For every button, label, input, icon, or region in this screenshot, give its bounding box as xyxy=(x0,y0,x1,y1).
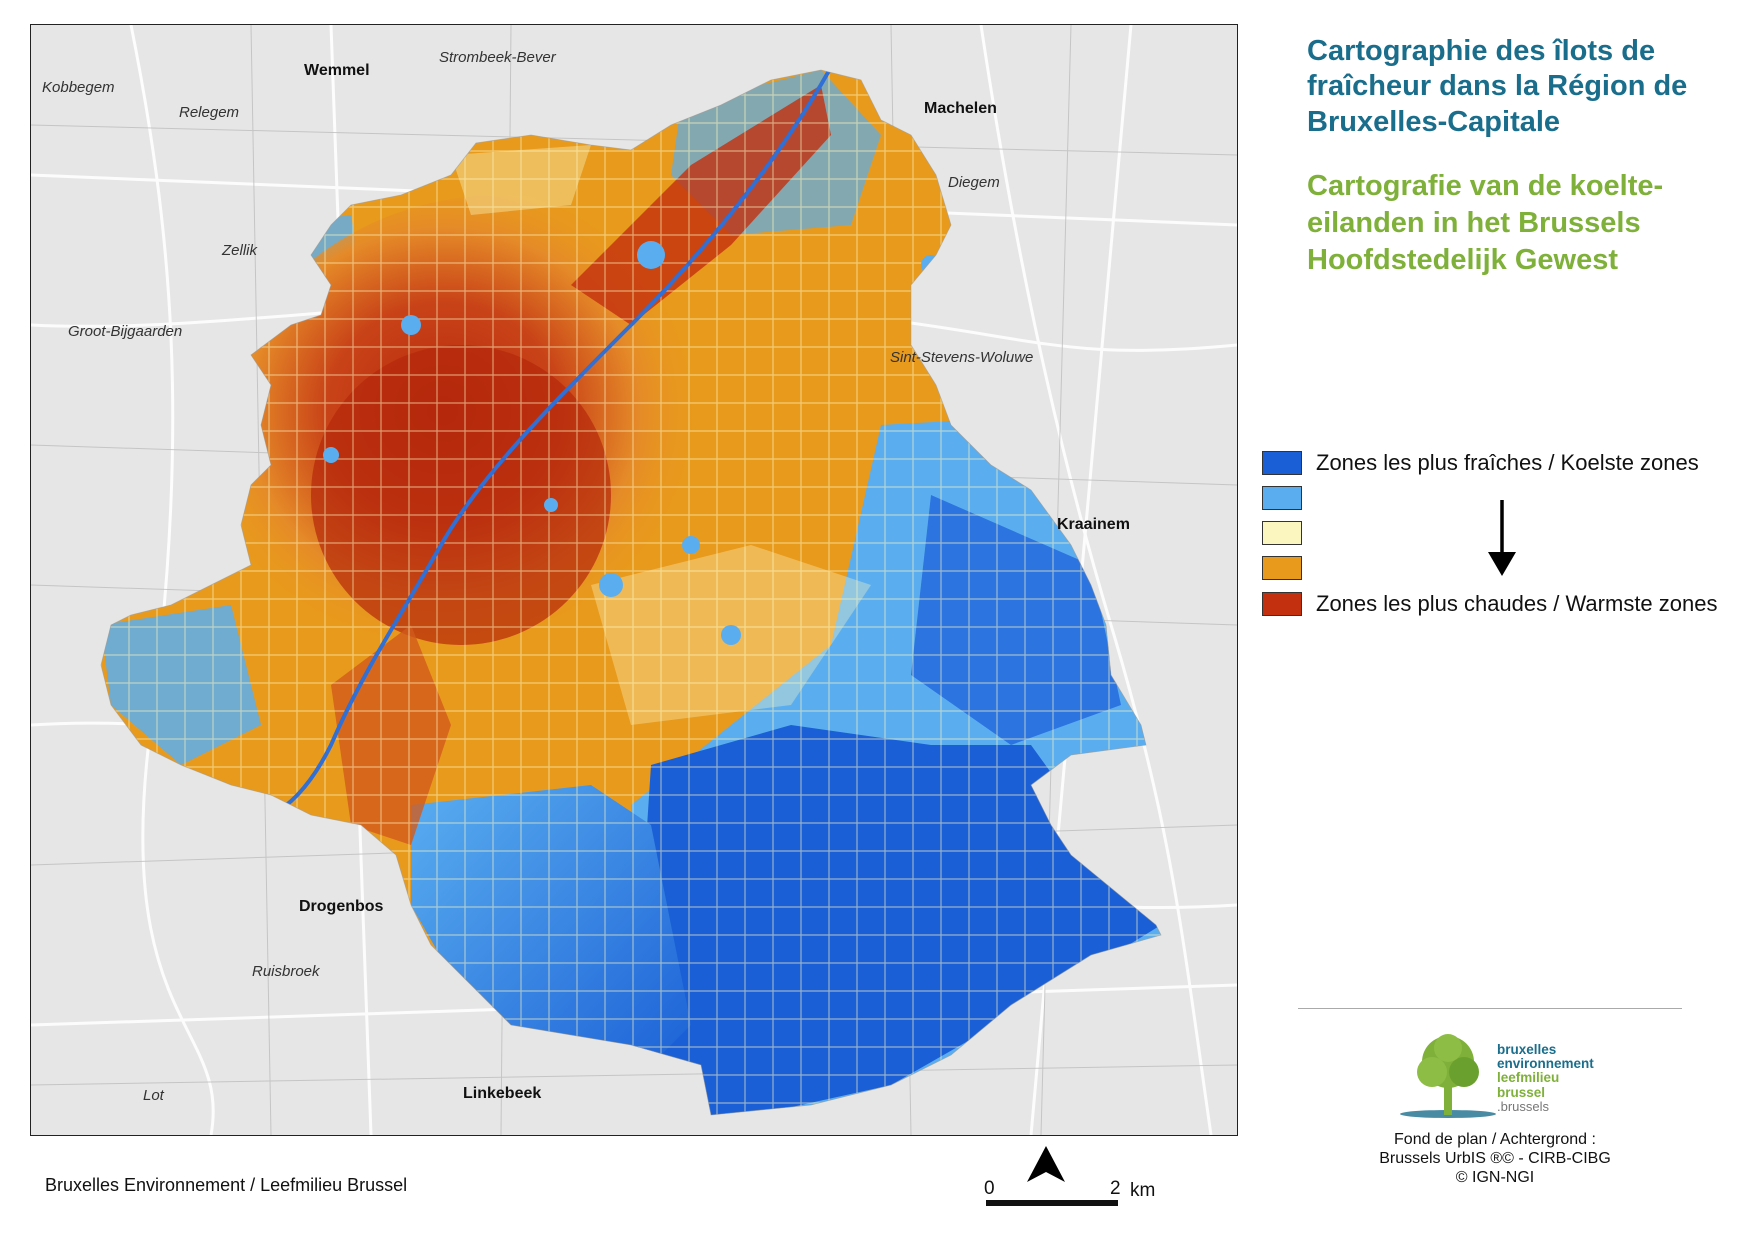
footer-attribution: Bruxelles Environnement / Leefmilieu Bru… xyxy=(45,1175,408,1195)
map-title-dutch: Cartografie van de koelte-eilanden in he… xyxy=(1307,170,1664,277)
place-label-lot: Lot xyxy=(143,1087,164,1104)
place-label-sint-stevens-woluwe: Sint-Stevens-Woluwe xyxy=(890,349,1034,366)
north-arrow-icon xyxy=(1027,1146,1065,1182)
logo-line: environnement xyxy=(1497,1056,1594,1072)
place-label-kraainem: Kraainem xyxy=(1057,516,1130,533)
divider xyxy=(1298,1008,1682,1009)
scale-unit-label: km xyxy=(1130,1180,1156,1201)
arrow-down-icon xyxy=(1488,500,1516,576)
logo-line: brussel xyxy=(1497,1084,1546,1100)
legend-item-warmest: Zones les plus chaudes / Warmste zones xyxy=(1262,591,1717,617)
basemap-credits: Fond de plan / Achtergrond : Brussels Ur… xyxy=(1335,1131,1655,1188)
place-label-kobbegem: Kobbegem xyxy=(42,79,115,96)
place-label-wemmel: Wemmel xyxy=(304,62,370,79)
logo-line: leefmilieu xyxy=(1497,1070,1560,1086)
scale-end-label: 2 xyxy=(1110,1178,1121,1199)
legend-swatch xyxy=(1262,521,1302,545)
legend-swatch xyxy=(1262,556,1302,580)
legend-item-neutral xyxy=(1262,520,1302,546)
map-title-french: Cartographie des îlots de fraîcheur dans… xyxy=(1307,35,1688,138)
map-frame[interactable]: Wemmel Strombeek-Bever Kobbegem Relegem … xyxy=(30,24,1238,1136)
place-label-zellik: Zellik xyxy=(222,242,258,259)
logo-text: bruxelles environnement leefmilieu bruss… xyxy=(1497,1042,1594,1114)
place-label-groot-bijgaarden: Groot-Bijgaarden xyxy=(68,323,183,340)
legend-swatch xyxy=(1262,451,1302,475)
legend-item-cool xyxy=(1262,485,1302,511)
logo-line: bruxelles xyxy=(1497,1042,1557,1057)
heat-map xyxy=(31,25,1237,1135)
credits-line: © IGN-NGI xyxy=(1455,1168,1535,1186)
scale-bar-line xyxy=(986,1200,1118,1206)
legend-swatch xyxy=(1262,592,1302,616)
legend-swatch xyxy=(1262,486,1302,510)
place-label-diegem: Diegem xyxy=(948,174,1000,191)
place-label-ruisbroek: Ruisbroek xyxy=(252,963,320,980)
legend-label: Zones les plus chaudes / Warmste zones xyxy=(1316,591,1718,616)
bruxelles-environnement-logo xyxy=(1400,1034,1496,1118)
logo-line: .brussels xyxy=(1497,1098,1550,1114)
legend-item-warm xyxy=(1262,555,1302,581)
place-label-linkebeek: Linkebeek xyxy=(463,1085,542,1102)
place-label-drogenbos: Drogenbos xyxy=(299,898,384,915)
place-label-strombeek-bever: Strombeek-Bever xyxy=(439,49,556,66)
credits-line: Fond de plan / Achtergrond : xyxy=(1394,1131,1596,1148)
legend-label: Zones les plus fraîches / Koelste zones xyxy=(1316,450,1699,475)
scale-start-label: 0 xyxy=(984,1178,995,1199)
place-label-machelen: Machelen xyxy=(924,100,997,117)
legend-item-coolest: Zones les plus fraîches / Koelste zones xyxy=(1262,450,1699,476)
credits-line: Brussels UrbIS ®© - CIRB-CIBG xyxy=(1379,1149,1611,1167)
place-label-relegem: Relegem xyxy=(179,104,240,121)
